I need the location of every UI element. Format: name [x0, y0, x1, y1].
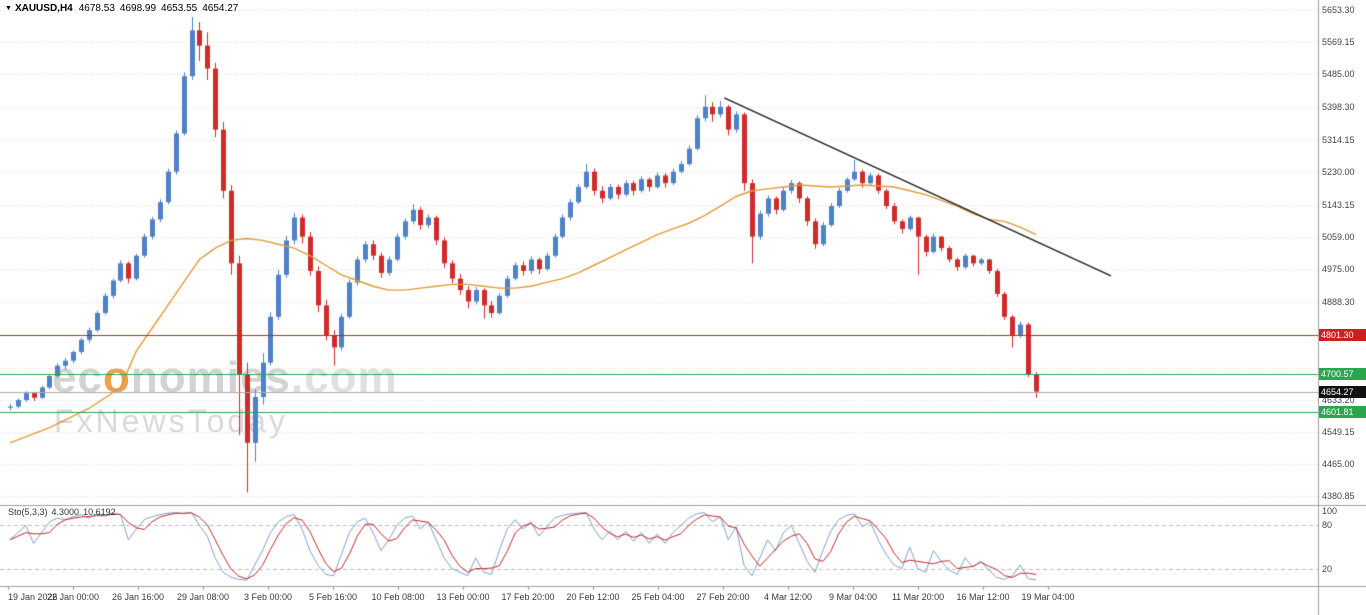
indicator-name: Sto(5,3,3)	[8, 507, 48, 517]
time-axis: 19 Jan 2026 22 Jan 00:00 26 Jan 16:00 29 Ja…	[0, 592, 1366, 608]
time-axis-label: 3 Feb 00:00	[243, 592, 293, 602]
symbol-dropdown-icon[interactable]: ▼	[5, 5, 12, 12]
price-tag-support[interactable]: 4601.81	[1319, 405, 1366, 418]
time-axis-label: 26 Jan 16:00	[111, 592, 165, 602]
ohlc-high: 4698.99	[119, 3, 157, 14]
symbol-period-label: XAUUSD,H4	[14, 3, 73, 14]
indicator-label: Sto(5,3,3) 4.3000 10.6192	[8, 507, 120, 517]
indicator-value-main: 4.3000	[51, 507, 80, 517]
ohlc-low: 4653.55	[161, 3, 198, 14]
time-axis-label: 4 Mar 12:00	[763, 592, 813, 602]
time-axis-label: 13 Feb 00:00	[436, 592, 490, 602]
time-axis-label: 19 Mar 04:00	[1021, 592, 1075, 602]
time-axis-label: 17 Feb 20:00	[501, 592, 555, 602]
time-axis-label: 19 Jan 2026	[8, 592, 58, 602]
time-axis-label: 16 Mar 12:00	[956, 592, 1010, 602]
price-tag-resistance[interactable]: 4801.30	[1319, 329, 1366, 342]
ohlc-open: 4678.53	[78, 3, 115, 14]
ohlc-close: 4654.27	[202, 3, 239, 14]
price-tag-current-price[interactable]: 4654.27	[1319, 385, 1366, 398]
time-axis-label: 10 Feb 08:00	[371, 592, 425, 602]
time-axis-label: 9 Mar 04:00	[828, 592, 878, 602]
time-axis-label: 27 Feb 20:00	[696, 592, 750, 602]
time-axis-label: 5 Feb 16:00	[308, 592, 358, 602]
price-tag-support[interactable]: 4700.57	[1319, 367, 1366, 380]
time-axis-label: 11 Mar 20:00	[891, 592, 945, 602]
chart-header: ▼ XAUUSD,H4 4678.53 4698.99 4653.55 4654.27	[5, 3, 243, 14]
time-axis-label: 20 Feb 12:00	[566, 592, 620, 602]
time-axis-label: 22 Jan 00:00	[46, 592, 100, 602]
time-axis-label: 25 Feb 04:00	[631, 592, 685, 602]
indicator-value-signal: 10.6192	[83, 507, 116, 517]
time-axis-label: 29 Jan 08:00	[176, 592, 230, 602]
